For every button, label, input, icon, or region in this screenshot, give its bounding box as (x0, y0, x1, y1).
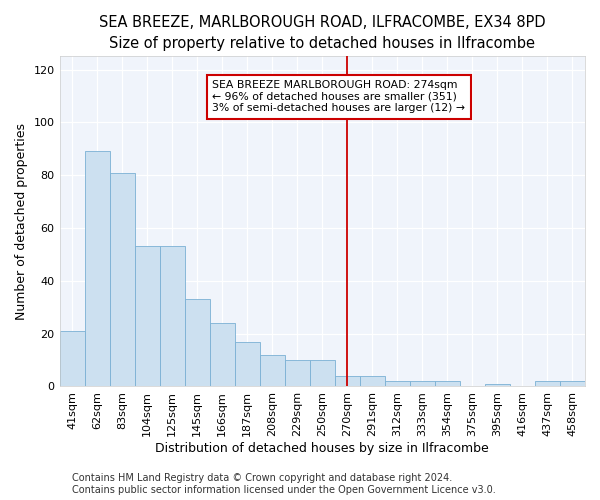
Bar (360, 376, 385, 386)
X-axis label: Distribution of detached houses by size in Ilfracombe: Distribution of detached houses by size … (155, 442, 489, 455)
Bar (535, 381, 560, 386)
Title: SEA BREEZE, MARLBOROUGH ROAD, ILFRACOMBE, EX34 8PD
Size of property relative to : SEA BREEZE, MARLBOROUGH ROAD, ILFRACOMBE… (99, 15, 545, 51)
Bar (410, 381, 435, 386)
Bar (110, 172, 134, 386)
Bar (209, 323, 235, 386)
Bar (335, 376, 360, 386)
Bar (185, 300, 209, 386)
Text: SEA BREEZE MARLBOROUGH ROAD: 274sqm
← 96% of detached houses are smaller (351)
3: SEA BREEZE MARLBOROUGH ROAD: 274sqm ← 96… (212, 80, 465, 114)
Text: Contains HM Land Registry data © Crown copyright and database right 2024.
Contai: Contains HM Land Registry data © Crown c… (72, 474, 496, 495)
Bar (310, 360, 335, 386)
Y-axis label: Number of detached properties: Number of detached properties (15, 123, 28, 320)
Bar (260, 355, 285, 386)
Bar (85, 152, 110, 386)
Bar (235, 342, 260, 386)
Bar (59, 331, 85, 386)
Bar (485, 384, 510, 386)
Bar (385, 381, 410, 386)
Bar (435, 381, 460, 386)
Bar (134, 246, 160, 386)
Bar (560, 381, 585, 386)
Bar (160, 246, 185, 386)
Bar (285, 360, 310, 386)
